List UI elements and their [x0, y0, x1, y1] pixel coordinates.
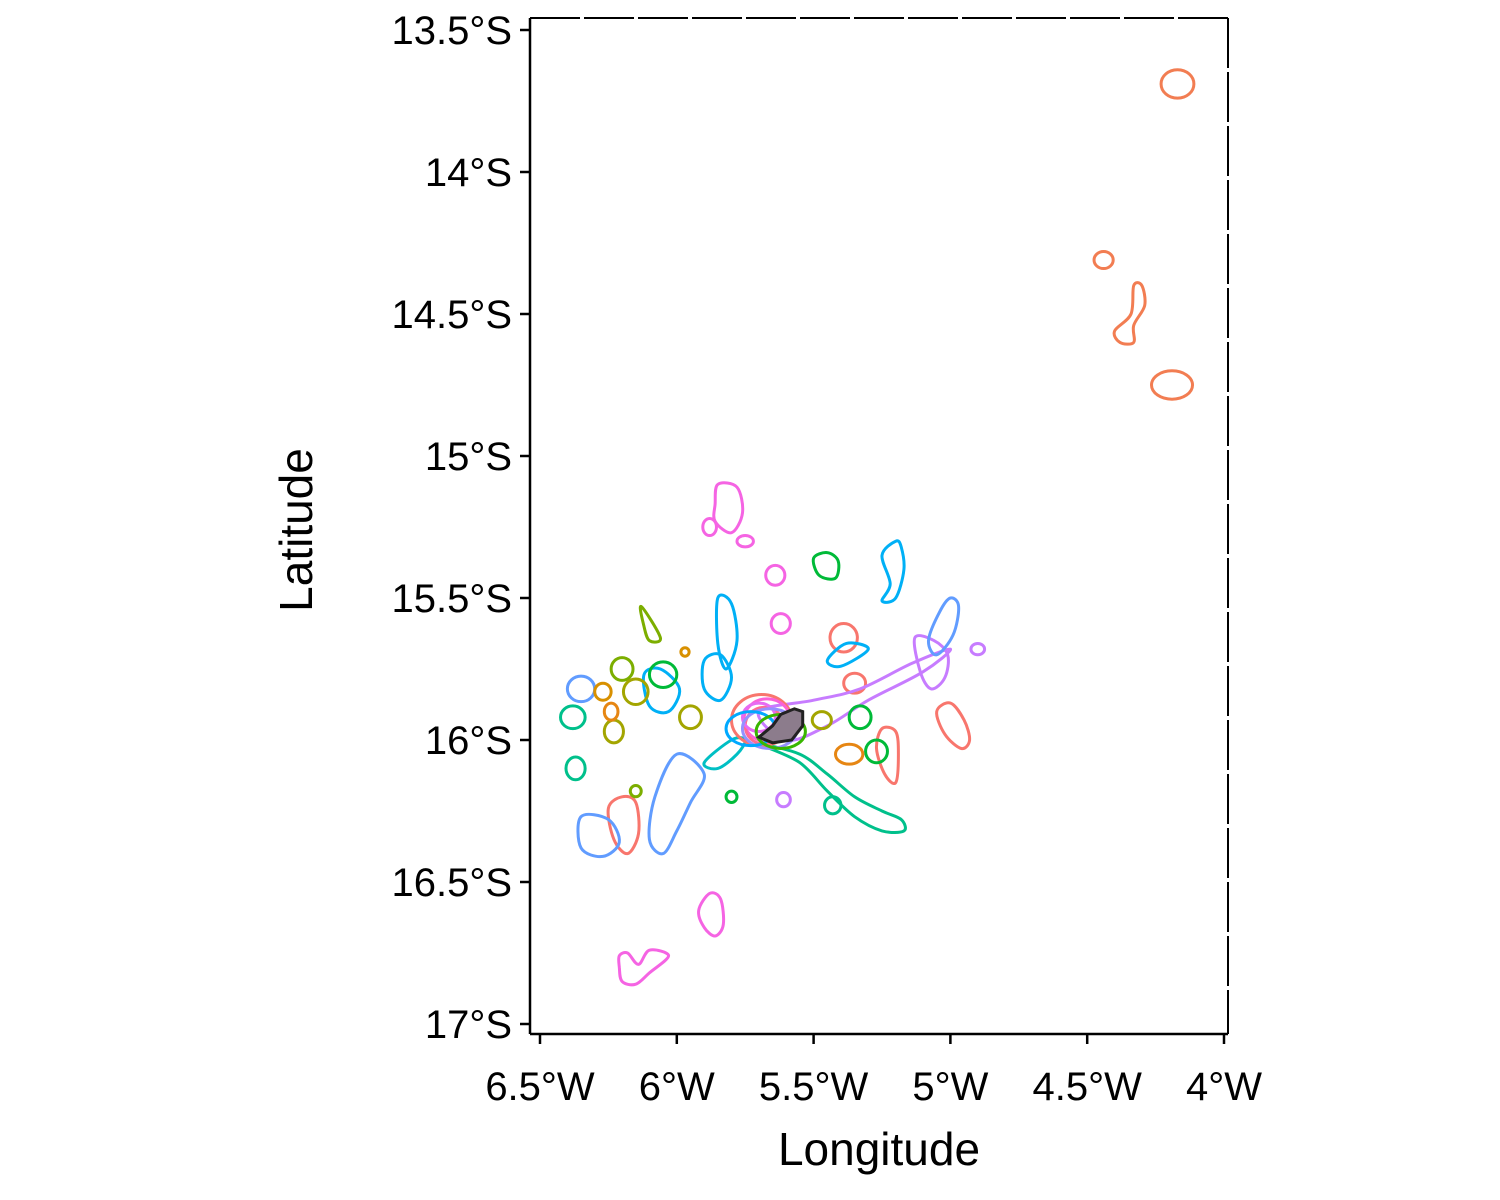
y-tick-label-7: 17°S [425, 1003, 512, 1047]
y-tick-label-5: 16°S [425, 719, 512, 763]
contour-34 [811, 551, 841, 581]
contour-37 [647, 660, 679, 689]
contour-14 [697, 891, 726, 938]
contour-36 [864, 738, 889, 765]
x-tick-label-4: 4.5°W [1033, 1065, 1143, 1109]
contour-12 [764, 563, 787, 587]
x-tick-label-3: 5°W [912, 1065, 988, 1109]
plot-frame [528, 17, 1229, 1036]
contour-23 [647, 752, 706, 856]
contour-49 [602, 701, 620, 722]
y-tick-label-6: 16.5°S [391, 861, 512, 905]
contour-18 [775, 791, 792, 809]
y-tick-label-4: 15.5°S [391, 577, 512, 621]
ticks-layer: 6.5°W 6°W 5.5°W 5°W 4.5°W 4°W 13.5°S 14°S 14.5°S… [391, 9, 1262, 1109]
y-tick-label-3: 15°S [425, 435, 512, 479]
contour-40 [609, 656, 635, 682]
contour-10 [701, 516, 718, 538]
contour-2 [1112, 281, 1147, 346]
contour-27 [714, 593, 739, 671]
y-tick-label-2: 14.5°S [391, 293, 512, 337]
colony-layer [756, 707, 805, 745]
contour-17 [969, 641, 987, 657]
contour-44 [678, 704, 703, 731]
contour-28 [825, 641, 870, 669]
contour-8 [606, 794, 641, 856]
y-tick-label-0: 13.5°S [391, 9, 512, 53]
contour-35 [847, 704, 873, 731]
contour-11 [735, 534, 755, 549]
contour-30 [762, 743, 907, 834]
contour-5 [874, 725, 900, 785]
contour-21 [576, 812, 621, 859]
contour-31 [559, 704, 587, 731]
x-tick-label-1: 6°W [639, 1065, 715, 1109]
contour-7 [842, 671, 868, 695]
contour-46 [593, 681, 613, 702]
contour-26 [700, 652, 734, 703]
contour-13 [769, 612, 792, 635]
x-axis-title: Longitude [778, 1123, 980, 1175]
contour-48 [833, 742, 865, 766]
contour-15 [617, 948, 671, 987]
contour-6 [828, 622, 859, 654]
contour-39 [638, 604, 662, 644]
contour-16 [912, 634, 950, 691]
contour-43 [602, 718, 625, 745]
y-axis-title: Latitude [270, 448, 322, 612]
contour-3 [1149, 369, 1195, 401]
contour-45 [810, 710, 833, 731]
contour-42 [621, 677, 650, 706]
contour-47 [679, 646, 691, 658]
contour-1 [1092, 250, 1115, 271]
x-tick-label-0: 6.5°W [485, 1065, 595, 1109]
contour-32 [564, 755, 587, 782]
contour-4 [935, 701, 972, 751]
contour-53 [740, 701, 777, 733]
contour-9 [712, 481, 745, 535]
y-tick-label-1: 14°S [425, 151, 512, 195]
contour-22 [565, 674, 597, 704]
contour-33 [823, 795, 843, 816]
x-tick-label-5: 4°W [1186, 1065, 1262, 1109]
contour-24 [880, 539, 906, 604]
contour-20 [926, 596, 961, 657]
contour-0 [1159, 68, 1196, 100]
contour-38 [724, 789, 739, 804]
contour-25 [641, 666, 682, 715]
colony-polygon [756, 707, 805, 745]
x-tick-label-2: 5.5°W [759, 1065, 869, 1109]
contour-41 [628, 783, 643, 799]
contour-layer [559, 68, 1196, 987]
